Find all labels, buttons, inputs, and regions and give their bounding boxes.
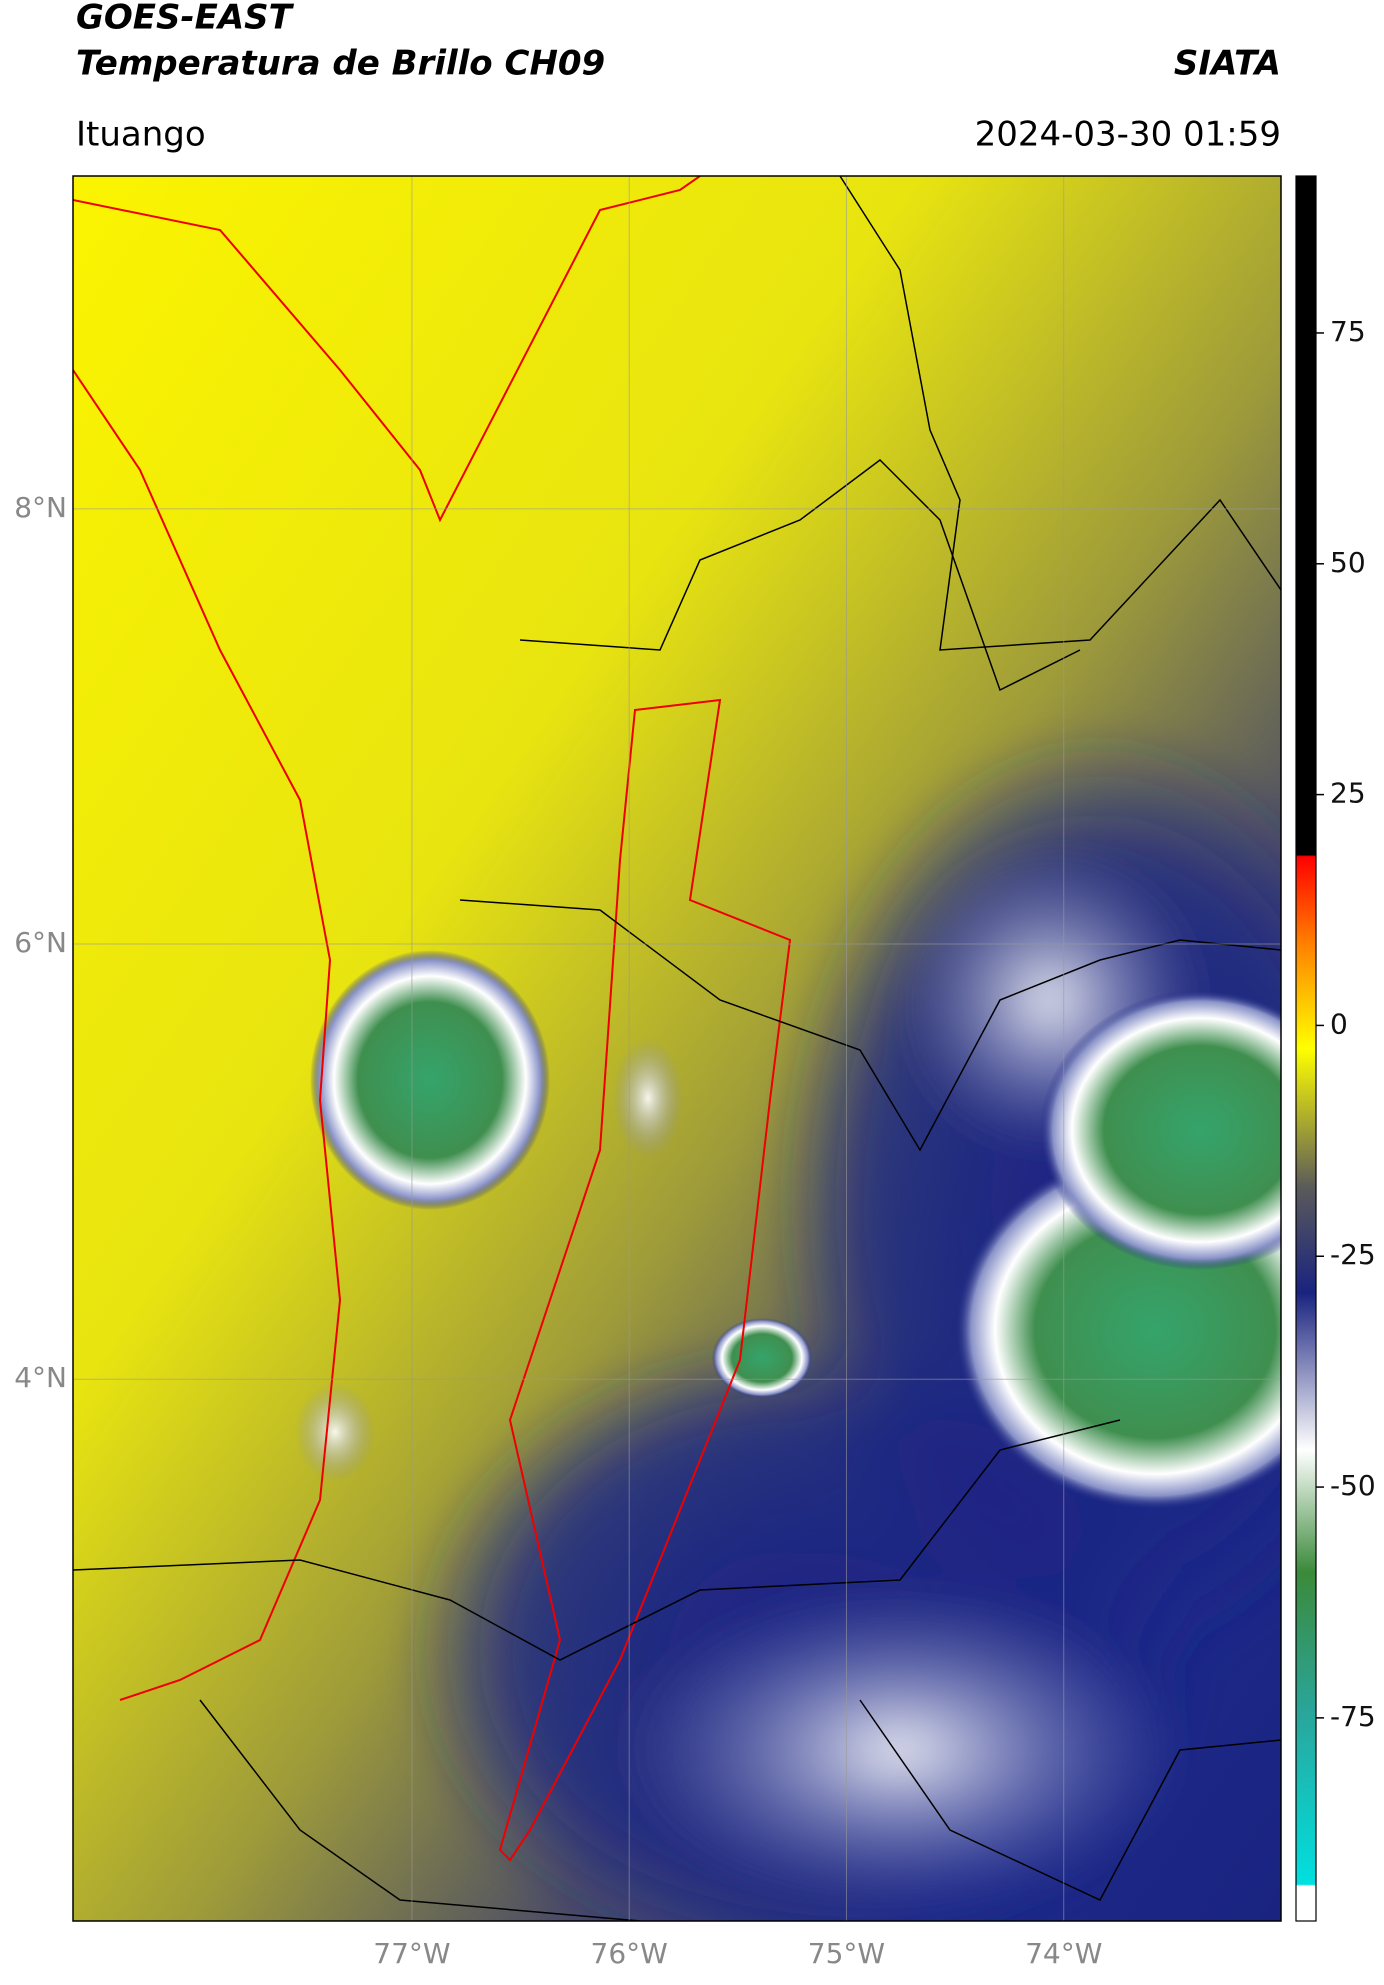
lon-label: 76°W (591, 1937, 668, 1970)
source-title: GOES-EAST (76, 0, 295, 38)
lat-label: 8°N (14, 491, 67, 524)
lat-label: 4°N (14, 1361, 67, 1394)
lon-label: 75°W (808, 1937, 885, 1970)
lon-label: 74°W (1025, 1937, 1102, 1970)
colorbar-tick-label: -75 (1330, 1700, 1376, 1733)
colorbar-tick-label: -50 (1330, 1469, 1376, 1502)
graticule (73, 176, 1281, 1921)
timestamp: 2024-03-30 01:59 (975, 115, 1281, 155)
colorbar-tick-label: 50 (1330, 546, 1366, 579)
colorbar-tick-label: 25 (1330, 777, 1366, 810)
colorbar (1295, 175, 1317, 1922)
lon-label: 77°W (373, 1937, 450, 1970)
imagery (73, 176, 1281, 1921)
colorbar-tick-label: -25 (1330, 1238, 1376, 1271)
brand: SIATA (1174, 44, 1281, 84)
map-frame (72, 175, 1282, 1922)
lat-label: 6°N (14, 926, 67, 959)
product-title: Temperatura de Brillo CH09 (76, 44, 605, 84)
region: Ituango (76, 115, 206, 155)
colorbar-tick-label: 0 (1330, 1007, 1348, 1040)
colorbar-tick-label: 75 (1330, 315, 1366, 348)
